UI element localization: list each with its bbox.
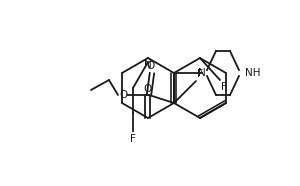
Text: F: F <box>130 134 136 144</box>
Text: O: O <box>144 84 152 94</box>
Text: O: O <box>147 61 155 71</box>
Text: O: O <box>120 90 128 100</box>
Text: NH: NH <box>245 68 260 78</box>
Text: F: F <box>197 69 203 79</box>
Text: F: F <box>221 82 227 92</box>
Text: N: N <box>144 60 152 70</box>
Text: N: N <box>198 68 206 78</box>
